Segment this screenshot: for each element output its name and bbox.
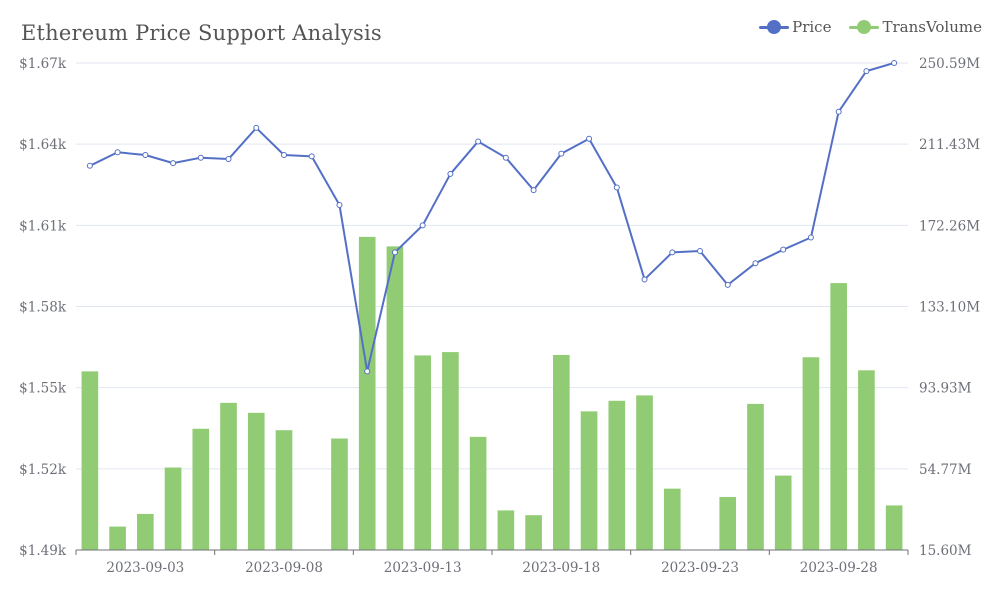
bar-transvolume xyxy=(220,402,237,550)
bar-transvolume xyxy=(858,370,875,550)
price-point xyxy=(253,124,260,131)
bar-transvolume xyxy=(192,428,210,550)
y-right-tick-label: 211.43M xyxy=(919,137,980,153)
legend: Price TransVolume xyxy=(759,18,982,36)
y-right-tick-label: 15.60M xyxy=(919,543,972,559)
x-tick-label: 2023-09-18 xyxy=(522,560,600,576)
y-right-tick-label: 54.77M xyxy=(919,462,972,478)
bar-transvolume xyxy=(386,246,404,550)
bar-transvolume xyxy=(331,438,348,550)
price-point xyxy=(558,150,565,157)
price-point xyxy=(891,60,898,66)
bar-transvolume xyxy=(469,436,487,550)
legend-item-price[interactable]: Price xyxy=(759,18,831,36)
bar-transvolume xyxy=(442,352,459,550)
legend-label-transvolume: TransVolume xyxy=(882,18,982,36)
bar-transvolume xyxy=(553,354,570,550)
bar-transvolume xyxy=(663,488,681,550)
x-tick-label: 2023-09-08 xyxy=(245,560,323,576)
bar-transvolume xyxy=(802,357,820,550)
price-point xyxy=(669,249,676,256)
bar-transvolume xyxy=(164,467,182,550)
price-point xyxy=(364,368,371,375)
price-point xyxy=(336,202,343,209)
y-left-tick-label: $1.67k xyxy=(19,56,67,72)
price-point xyxy=(308,153,315,160)
price-point xyxy=(780,246,787,253)
bar-transvolume xyxy=(636,395,653,550)
price-line xyxy=(89,62,895,373)
legend-swatch-transvolume xyxy=(849,20,880,34)
price-point xyxy=(225,156,232,163)
y-left-tick-label: $1.49k xyxy=(19,543,67,559)
bar-transvolume xyxy=(719,496,737,550)
y-left-tick-label: $1.55k xyxy=(19,381,67,397)
price-point xyxy=(530,187,537,194)
y-left-tick-label: $1.64k xyxy=(19,137,67,153)
price-point xyxy=(170,160,177,167)
y-left-tick-label: $1.52k xyxy=(19,462,67,478)
price-point xyxy=(724,281,731,288)
bar-transvolume xyxy=(525,515,542,550)
price-point xyxy=(197,154,204,161)
price-point xyxy=(863,68,870,75)
price-point xyxy=(281,151,287,158)
price-point xyxy=(142,151,149,158)
legend-item-transvolume[interactable]: TransVolume xyxy=(849,18,982,36)
bar-transvolume xyxy=(580,411,598,550)
price-point xyxy=(752,260,759,267)
bar-transvolume xyxy=(275,430,293,550)
price-point xyxy=(86,162,93,169)
bar-transvolume xyxy=(247,412,265,550)
legend-swatch-price xyxy=(759,20,790,34)
y-right-tick-label: 133.10M xyxy=(919,300,980,316)
y-right-tick-label: 93.93M xyxy=(919,381,972,397)
bar-transvolume xyxy=(830,283,847,550)
price-point xyxy=(807,234,814,241)
price-point xyxy=(586,135,593,142)
bar-transvolume xyxy=(885,505,903,550)
price-point xyxy=(613,184,620,191)
bar-transvolume xyxy=(774,475,792,550)
price-point xyxy=(641,276,648,283)
x-tick-label: 2023-09-28 xyxy=(800,560,878,576)
legend-label-price: Price xyxy=(792,18,832,36)
price-point xyxy=(391,249,398,256)
bar-transvolume xyxy=(497,510,515,550)
price-point xyxy=(447,170,454,177)
bar-transvolume xyxy=(81,371,99,550)
y-left-tick-label: $1.61k xyxy=(19,218,67,234)
price-point xyxy=(114,149,121,156)
price-point xyxy=(475,138,482,145)
bar-transvolume xyxy=(137,513,154,550)
y-left-tick-label: $1.58k xyxy=(19,300,67,316)
y-right-tick-label: 172.26M xyxy=(919,218,980,234)
bar-transvolume xyxy=(747,403,764,550)
bar-transvolume xyxy=(109,526,126,550)
chart-title: Ethereum Price Support Analysis xyxy=(21,21,382,45)
bar-transvolume xyxy=(358,236,376,551)
x-tick-label: 2023-09-23 xyxy=(661,560,739,576)
price-point xyxy=(502,154,509,161)
y-right-tick-label: 250.59M xyxy=(919,56,980,72)
x-tick-label: 2023-09-03 xyxy=(106,560,184,576)
bar-transvolume xyxy=(608,400,626,550)
x-tick-label: 2023-09-13 xyxy=(384,560,462,576)
bar-transvolume xyxy=(414,355,431,550)
price-point xyxy=(419,222,426,229)
price-point xyxy=(697,248,703,255)
price-point xyxy=(835,108,842,115)
